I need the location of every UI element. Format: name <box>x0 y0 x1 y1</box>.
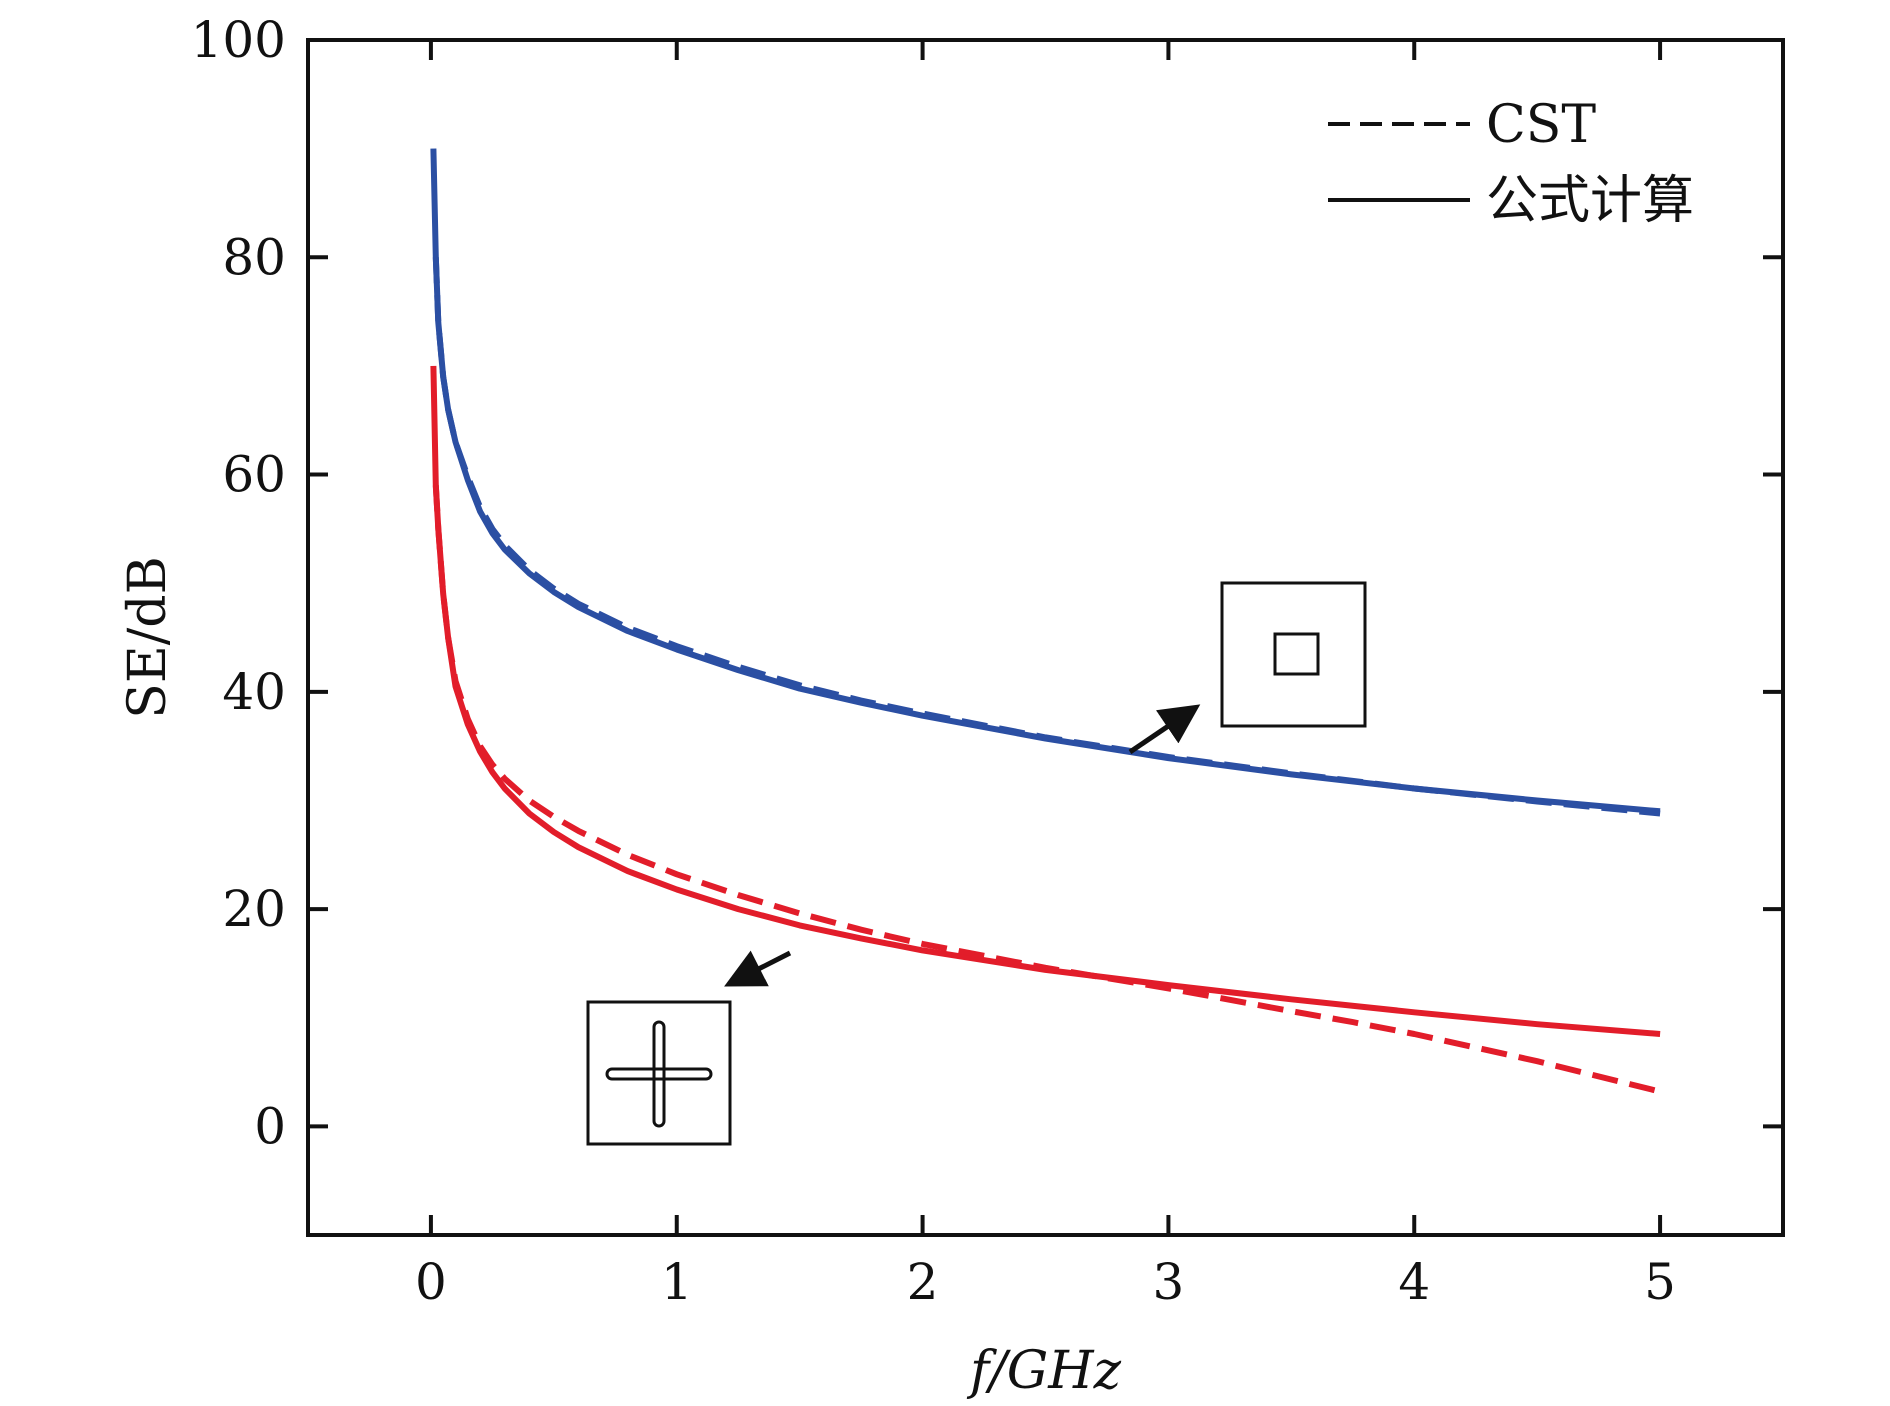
legend-label: 公式计算 <box>1486 171 1694 231</box>
cross-aperture-inset <box>586 950 792 1146</box>
x-tick-label: 5 <box>1644 1253 1676 1311</box>
arrow-icon <box>1128 704 1201 755</box>
cross-aperture-icon <box>652 1020 666 1128</box>
x-tick-label: 1 <box>661 1253 693 1311</box>
y-tick-label: 80 <box>222 228 286 286</box>
y-axis-label: SE/dB <box>118 556 178 719</box>
arrow-icon <box>724 950 792 987</box>
x-tick-label: 3 <box>1153 1253 1185 1311</box>
axes-frame <box>306 38 1785 1237</box>
x-axis-label: f/GHz <box>966 1341 1122 1401</box>
square-aperture-icon <box>1273 632 1320 676</box>
series-line-cross-solid <box>430 365 1661 1037</box>
series-line-cross-dashed <box>432 485 1661 1095</box>
legend-label: CST <box>1486 95 1596 155</box>
plot-area <box>430 148 1661 1095</box>
x-tick-label: 2 <box>907 1253 939 1311</box>
y-tick-label: 40 <box>222 663 286 721</box>
inset-plate <box>586 1000 732 1146</box>
series-line-square-solid <box>430 148 1661 815</box>
axis-ticks <box>308 38 1783 1235</box>
tick-labels: 0 1 2 3 4 5 0 20 40 60 80 100 <box>191 11 1676 1311</box>
aperture-insets <box>586 581 1367 1146</box>
y-tick-label: 60 <box>222 446 286 504</box>
x-tick-label: 0 <box>415 1253 447 1311</box>
cross-aperture-icon <box>605 1067 713 1081</box>
square-aperture-inset <box>1128 581 1367 755</box>
y-tick-label: 0 <box>254 1097 286 1155</box>
y-tick-label: 20 <box>222 880 286 938</box>
legend: CST 公式计算 <box>1328 95 1694 231</box>
x-tick-label: 4 <box>1398 1253 1430 1311</box>
inset-plate <box>1220 581 1367 728</box>
series-line-square-dashed <box>432 257 1661 817</box>
y-tick-label: 100 <box>191 11 286 69</box>
